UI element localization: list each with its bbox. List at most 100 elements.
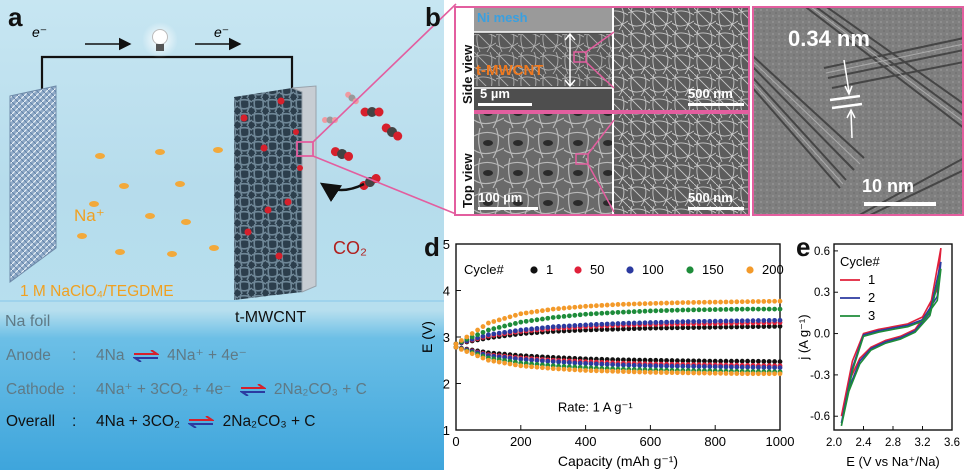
data-point [572, 304, 578, 310]
data-point [745, 324, 750, 330]
chart-d-ytick-label: 5 [443, 237, 450, 252]
data-point [588, 311, 594, 317]
data-point [502, 316, 507, 321]
data-point [567, 360, 572, 365]
data-point [707, 358, 713, 364]
data-point [621, 320, 626, 326]
data-point [502, 329, 507, 335]
data-point [556, 306, 561, 312]
data-point [712, 358, 718, 364]
chart-d-xtick-label: 0 [452, 434, 459, 449]
data-point [577, 322, 583, 328]
legend-marker-200 [746, 266, 754, 274]
data-point [685, 300, 691, 305]
data-point [648, 363, 653, 369]
chart-e-frame [833, 243, 953, 431]
data-point [729, 371, 734, 376]
data-point [518, 319, 524, 325]
data-point [626, 320, 632, 326]
data-point [540, 325, 545, 331]
data-point [702, 318, 707, 324]
data-point [772, 298, 777, 304]
data-point [556, 366, 561, 372]
data-point [496, 317, 502, 323]
legend-marker-50 [574, 266, 582, 274]
anode-label: Anode [6, 347, 51, 364]
panel-c-frame [752, 6, 964, 216]
data-point [675, 358, 680, 364]
data-point [604, 327, 610, 332]
data-point [507, 314, 513, 320]
data-point [637, 369, 642, 375]
chart-e-ytick-label: -0.6 [810, 411, 830, 423]
panel-a-letter: a [8, 2, 23, 32]
data-point [480, 355, 486, 361]
chart-d-ytick-label: 3 [443, 330, 450, 345]
data-point [642, 301, 648, 307]
overall-lhs: 4Na + 3CO₂ [96, 413, 180, 430]
legend-label-100: 100 [642, 262, 664, 277]
data-point [648, 357, 653, 363]
data-point [723, 307, 729, 312]
tem-image [754, 8, 962, 214]
data-point [491, 319, 497, 324]
data-point [486, 320, 491, 326]
chart-e-ytick-label: 0.0 [814, 329, 830, 341]
data-point [756, 364, 761, 370]
data-point [680, 300, 686, 305]
data-point [610, 368, 615, 374]
chart-e-xtick-label: 3.2 [915, 437, 931, 449]
data-point [739, 306, 745, 312]
legend-label-200: 200 [762, 262, 784, 277]
data-point [621, 362, 626, 368]
data-point [729, 299, 734, 305]
data-point [631, 369, 637, 375]
data-point [604, 362, 610, 367]
data-point [583, 368, 588, 373]
data-point [550, 306, 556, 312]
top-view-label: Top view [460, 153, 475, 208]
data-point [567, 305, 572, 311]
battery-schematic [0, 22, 444, 302]
data-point [729, 318, 734, 324]
data-point [750, 364, 756, 370]
chart-e-xtick-label: 2.8 [885, 437, 901, 449]
data-point [702, 364, 707, 370]
data-point [766, 324, 772, 329]
data-point [480, 329, 486, 335]
data-point [712, 318, 718, 324]
data-point [604, 368, 610, 374]
t-mwcnt-layer-label: t-MWCNT [476, 62, 544, 79]
cathode-rhs: 2Na₂CO₃ + C [273, 381, 367, 398]
data-point [610, 302, 615, 308]
data-point [777, 365, 783, 371]
data-point [750, 324, 756, 330]
series-200-charge [453, 298, 783, 347]
data-point [756, 371, 761, 377]
co2-label: CO₂ [333, 238, 367, 258]
data-point [534, 358, 540, 363]
data-point [615, 369, 621, 374]
chart-e-legend: Cycle# 1 2 3 [840, 254, 881, 323]
na-ion-label: Na⁺ [74, 206, 105, 225]
side-view-label: Side view [460, 44, 475, 104]
data-point [745, 364, 750, 370]
data-point [550, 315, 556, 320]
t-mwcnt-label: t-MWCNT [235, 309, 307, 326]
data-point [599, 310, 605, 316]
legend-label-150: 150 [702, 262, 724, 277]
data-point [626, 369, 632, 375]
data-point [739, 299, 745, 305]
data-point [675, 325, 680, 331]
data-point [718, 358, 723, 364]
data-point [718, 370, 723, 376]
data-point [680, 370, 686, 376]
data-point [691, 364, 696, 369]
data-point [772, 317, 777, 323]
data-point [540, 365, 545, 371]
data-point [712, 307, 718, 312]
data-point [729, 364, 734, 370]
data-point [615, 302, 621, 307]
data-point [496, 330, 502, 336]
legend-label-50: 50 [590, 262, 604, 277]
